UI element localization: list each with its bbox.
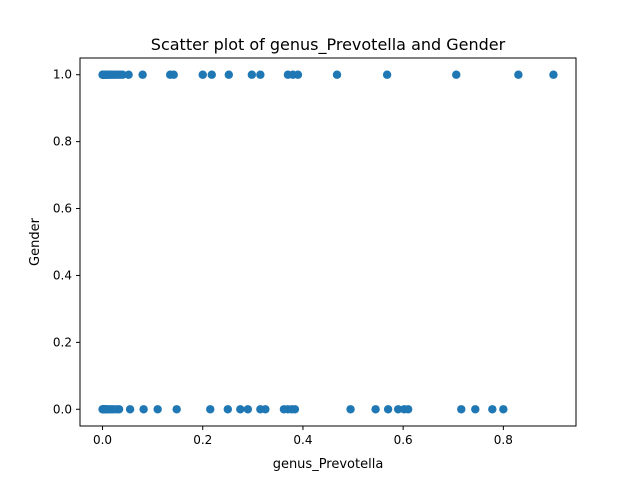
data-point xyxy=(153,405,162,414)
data-point xyxy=(256,70,265,79)
y-axis: 0.0 0.2 0.4 0.6 0.8 1.0 xyxy=(53,68,80,416)
data-point xyxy=(457,405,466,414)
data-point xyxy=(138,70,147,79)
data-point xyxy=(114,405,124,414)
y-tick-label: 1.0 xyxy=(53,68,72,82)
x-tick-label: 0.0 xyxy=(93,433,112,447)
x-tick-label: 0.6 xyxy=(394,433,413,447)
data-point xyxy=(198,70,207,79)
x-axis-label: genus_Prevotella xyxy=(273,457,384,472)
data-point xyxy=(172,405,181,414)
data-point xyxy=(403,405,413,414)
data-point xyxy=(124,70,133,79)
plot-frame xyxy=(79,57,577,427)
x-tick-label: 0.8 xyxy=(494,433,513,447)
data-point xyxy=(383,405,393,414)
data-point xyxy=(471,405,480,414)
data-point xyxy=(236,405,245,414)
x-tick-label: 0.4 xyxy=(293,433,312,447)
y-tick-label: 0.0 xyxy=(53,402,72,416)
data-point xyxy=(261,405,270,414)
y-axis-label: Gender xyxy=(28,217,43,266)
data-point xyxy=(514,70,523,79)
data-point xyxy=(118,70,127,79)
data-point xyxy=(452,70,461,79)
data-point xyxy=(499,405,508,414)
data-point xyxy=(488,405,497,414)
data-point xyxy=(206,405,215,414)
data-point xyxy=(346,405,355,414)
y-tick-label: 0.4 xyxy=(53,268,72,282)
x-tick-label: 0.2 xyxy=(193,433,212,447)
data-point xyxy=(393,405,403,414)
data-point xyxy=(293,70,303,79)
data-point xyxy=(549,70,558,79)
data-point xyxy=(169,70,178,79)
y-tick-label: 0.6 xyxy=(53,202,72,216)
data-point xyxy=(247,70,257,79)
data-point xyxy=(290,405,300,414)
data-point xyxy=(125,405,135,414)
chart-title: Scatter plot of genus_Prevotella and Gen… xyxy=(151,35,506,55)
data-point xyxy=(332,70,342,79)
data-point xyxy=(224,70,233,79)
data-point xyxy=(223,405,232,414)
x-axis: 0.0 0.2 0.4 0.6 0.8 xyxy=(93,426,513,447)
y-tick-label: 0.2 xyxy=(53,335,72,349)
data-point xyxy=(382,70,392,79)
data-point xyxy=(371,405,380,414)
data-point xyxy=(207,70,216,79)
data-points xyxy=(98,70,558,414)
y-tick-label: 0.8 xyxy=(53,135,72,149)
data-point xyxy=(139,405,148,414)
data-point xyxy=(243,405,253,414)
